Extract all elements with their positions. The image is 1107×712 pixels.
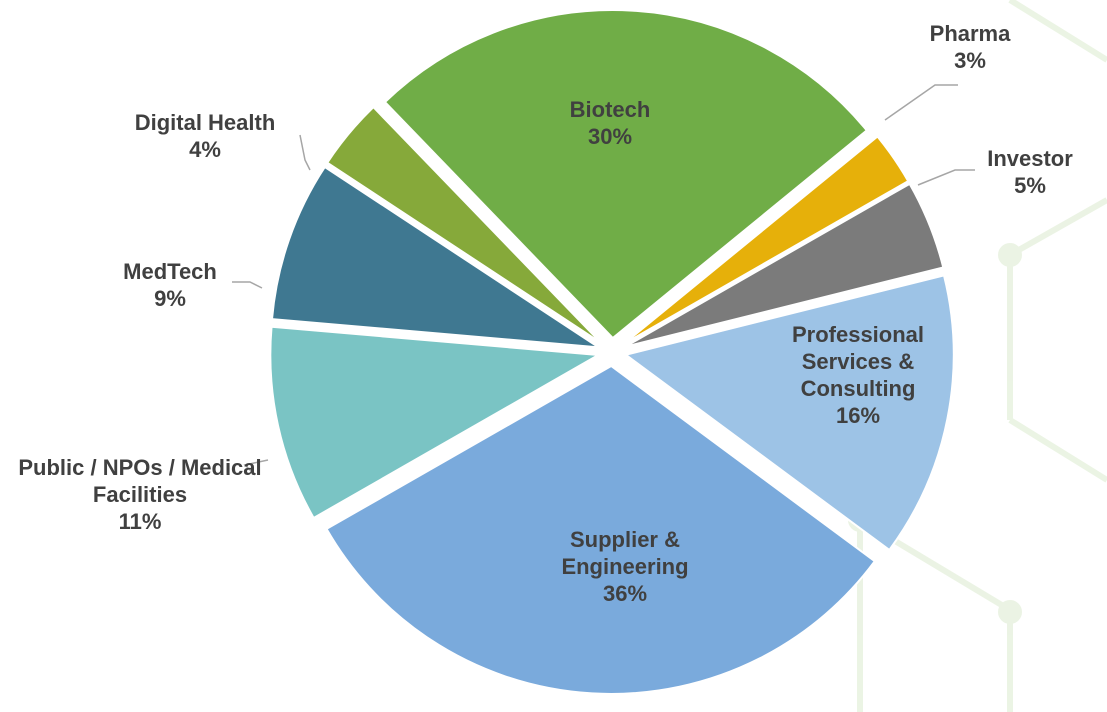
- pie-slice: [624, 182, 945, 348]
- slice-label: Investor 5%: [965, 145, 1095, 199]
- slice-label: Pharma 3%: [905, 20, 1035, 74]
- slice-label: Digital Health 4%: [105, 109, 305, 163]
- pie-slice: [383, 9, 869, 340]
- pie-slice: [325, 364, 877, 695]
- leader-line: [299, 134, 311, 171]
- slice-label: Supplier & Engineering 36%: [540, 526, 710, 607]
- category-label: Public / NPOs / Medical Facilities: [18, 455, 262, 507]
- value-label: 4%: [189, 137, 221, 162]
- category-label: Supplier & Engineering: [561, 527, 689, 579]
- slice-label: Public / NPOs / Medical Facilities 11%: [15, 454, 265, 535]
- category-label: Investor: [987, 146, 1073, 171]
- value-label: 3%: [954, 48, 986, 73]
- category-label: Digital Health: [134, 110, 276, 135]
- category-label: Pharma: [929, 21, 1011, 46]
- value-label: 30%: [587, 124, 633, 149]
- pie-slice: [623, 274, 955, 552]
- value-label: 5%: [1014, 173, 1046, 198]
- leader-line: [243, 459, 269, 476]
- value-label: 36%: [602, 581, 648, 606]
- pie-slice: [270, 165, 600, 349]
- pie-slice: [269, 325, 602, 520]
- pie-slice: [325, 105, 602, 344]
- leader-line: [917, 169, 975, 186]
- leader-line: [884, 84, 958, 121]
- slice-label: MedTech 9%: [100, 258, 240, 312]
- slice-label: Biotech 30%: [530, 96, 690, 150]
- value-label: 9%: [154, 286, 186, 311]
- category-label: Professional Services & Consulting: [791, 322, 925, 401]
- value-label: 16%: [835, 403, 881, 428]
- category-label: MedTech: [123, 259, 217, 284]
- category-label: Biotech: [569, 97, 651, 122]
- value-label: 11%: [118, 509, 162, 534]
- slice-label: Professional Services & Consulting 16%: [768, 321, 948, 429]
- pie-slice: [622, 135, 910, 345]
- leader-line: [232, 281, 263, 289]
